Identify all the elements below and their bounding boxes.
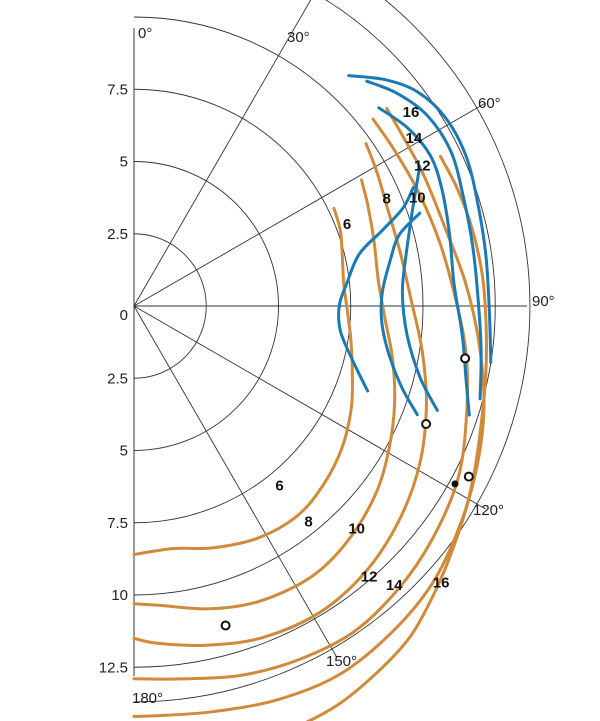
- orange-series-label-16: 16: [433, 575, 450, 592]
- orange-series-label-14: 14: [386, 577, 403, 594]
- radial-tick-label: 7.5: [107, 81, 128, 98]
- blue-series-line-12: [377, 106, 471, 417]
- angle-tick-label: 180°: [132, 690, 163, 707]
- blue-series-label-16: 16: [403, 104, 420, 121]
- blue-series-label-6: 6: [343, 216, 351, 233]
- spoke-60: [133, 102, 486, 307]
- chart-grid: [133, 0, 531, 703]
- blue-series-label-14: 14: [406, 130, 423, 147]
- blue-series-line-8: [379, 211, 422, 417]
- angle-tick-label: 0°: [138, 25, 152, 42]
- angle-tick-label: 150°: [326, 653, 357, 670]
- open-marker: [220, 620, 231, 631]
- blue-series-label-12: 12: [414, 157, 431, 174]
- spoke-120: [133, 305, 486, 510]
- markers-group: [220, 353, 474, 631]
- angle-tick-label: 120°: [473, 502, 504, 519]
- blue-series-line-16: [347, 74, 493, 364]
- radial-tick-label: 7.5: [107, 515, 128, 532]
- blue-series-group: [337, 74, 493, 417]
- open-marker: [460, 353, 471, 364]
- radial-tick-label: 2.5: [107, 370, 128, 387]
- spoke-150: [133, 305, 338, 658]
- radial-tick-label: 5: [120, 443, 128, 460]
- angle-tick-label: 90°: [532, 293, 555, 310]
- open-marker: [421, 419, 432, 429]
- radial-tick-label: 10: [111, 587, 128, 604]
- blue-series-line-6: [337, 185, 415, 393]
- radial-tick-label: 5: [120, 154, 128, 171]
- orange-series-label-6: 6: [275, 478, 283, 495]
- orange-series-label-12: 12: [361, 569, 378, 586]
- radial-tick-label: 0: [120, 307, 128, 324]
- open-marker: [463, 471, 474, 482]
- radial-tick-label: 12.5: [99, 659, 128, 676]
- blue-series-label-8: 8: [383, 191, 391, 208]
- radial-tick-label: 2.5: [107, 226, 128, 243]
- orange-series-line-14: [132, 107, 486, 718]
- blue-series-label-10: 10: [409, 189, 426, 206]
- orange-series-line-6: [132, 206, 354, 556]
- orange-series-label-10: 10: [348, 521, 365, 538]
- spoke-30: [133, 0, 312, 307]
- polar-ring: [133, 0, 531, 703]
- filled-marker: [451, 480, 459, 488]
- orange-series-line-16: [305, 155, 488, 721]
- orange-series-line-10: [132, 142, 428, 647]
- angle-tick-label: 30°: [287, 29, 310, 46]
- orange-series-line-8: [132, 178, 397, 611]
- orange-series-label-8: 8: [304, 514, 312, 531]
- orange-series-group: [132, 107, 488, 721]
- angle-tick-label: 60°: [478, 95, 501, 112]
- blue-series-line-10: [400, 165, 439, 412]
- labels-group: 0° 30° 60° 90° 120° 150° 180° 7.5 5 2.5 0 2.5 5 7.5 10…: [99, 25, 555, 707]
- orange-series-line-12: [132, 117, 470, 681]
- blue-series-line-14: [365, 79, 483, 401]
